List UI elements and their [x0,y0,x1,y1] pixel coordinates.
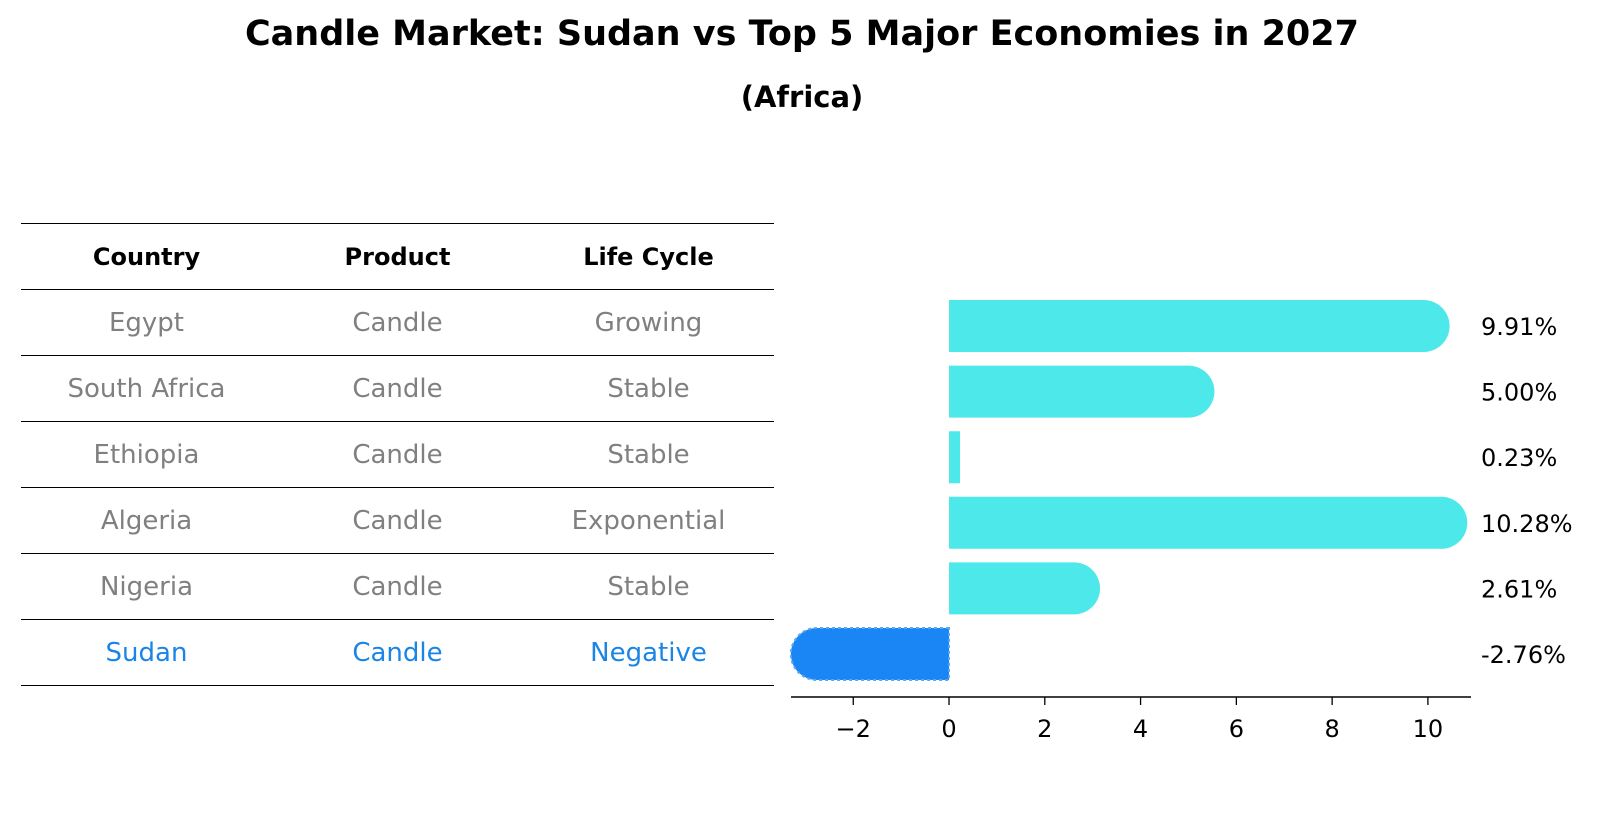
header-product: Product [344,242,451,271]
cell-life-cycle: Exponential [571,505,726,536]
bar-egypt [949,300,1450,352]
cell-country: Sudan [105,637,188,668]
header-country: Country [92,242,201,271]
value-label: 9.91% [1481,313,1557,341]
table-row: Nigeria Candle Stable [21,553,774,619]
cell-product: Candle [352,571,443,602]
bar-algeria [949,496,1468,549]
header-life-cycle: Life Cycle [583,242,714,271]
x-tick-label: −2 [836,715,871,743]
cell-life-cycle: Stable [607,439,690,470]
table-row: South Africa Candle Stable [21,355,774,421]
cell-life-cycle: Growing [594,307,703,338]
value-label: 10.28% [1481,510,1573,538]
chart-title: Candle Market: Sudan vs Top 5 Major Econ… [244,14,1359,54]
cell-product: Candle [352,307,443,338]
chart-subtitle: (Africa) [740,80,864,114]
value-label: 2.61% [1481,575,1557,603]
cell-life-cycle: Stable [607,571,690,602]
x-tick-label: 2 [1037,715,1052,743]
table-header-row: Country Product Life Cycle [21,223,774,289]
bar-sudan [789,627,951,681]
x-tick-label: 8 [1324,715,1339,743]
cell-product: Candle [352,637,443,668]
value-label: 5.00% [1481,379,1557,407]
cell-country: Egypt [108,307,185,338]
cell-product: Candle [352,439,443,470]
value-label: 0.23% [1481,444,1557,472]
cell-country: Algeria [100,505,193,536]
cell-country: Nigeria [99,571,194,602]
cell-country: South Africa [67,373,226,404]
table-row: Ethiopia Candle Stable [21,421,774,487]
table-row: Egypt Candle Growing [21,289,774,355]
bar-nigeria [949,562,1101,615]
country-table: Country Product Life Cycle Egypt Candle … [21,223,774,686]
bar-south-africa [949,365,1215,418]
cell-country: Ethiopia [93,439,200,470]
x-tick-label: 0 [941,715,956,743]
value-label: -2.76% [1481,641,1566,669]
x-tick-label: 10 [1413,715,1444,743]
x-tick-label: 4 [1133,715,1148,743]
x-tick-label: 6 [1229,715,1244,743]
table-row-highlight: Sudan Candle Negative [21,619,774,686]
cell-life-cycle: Negative [590,637,707,668]
table-row: Algeria Candle Exponential [21,487,774,553]
cell-life-cycle: Stable [607,373,690,404]
cell-product: Candle [352,373,443,404]
cell-product: Candle [352,505,443,536]
bar-ethiopia [949,431,961,484]
